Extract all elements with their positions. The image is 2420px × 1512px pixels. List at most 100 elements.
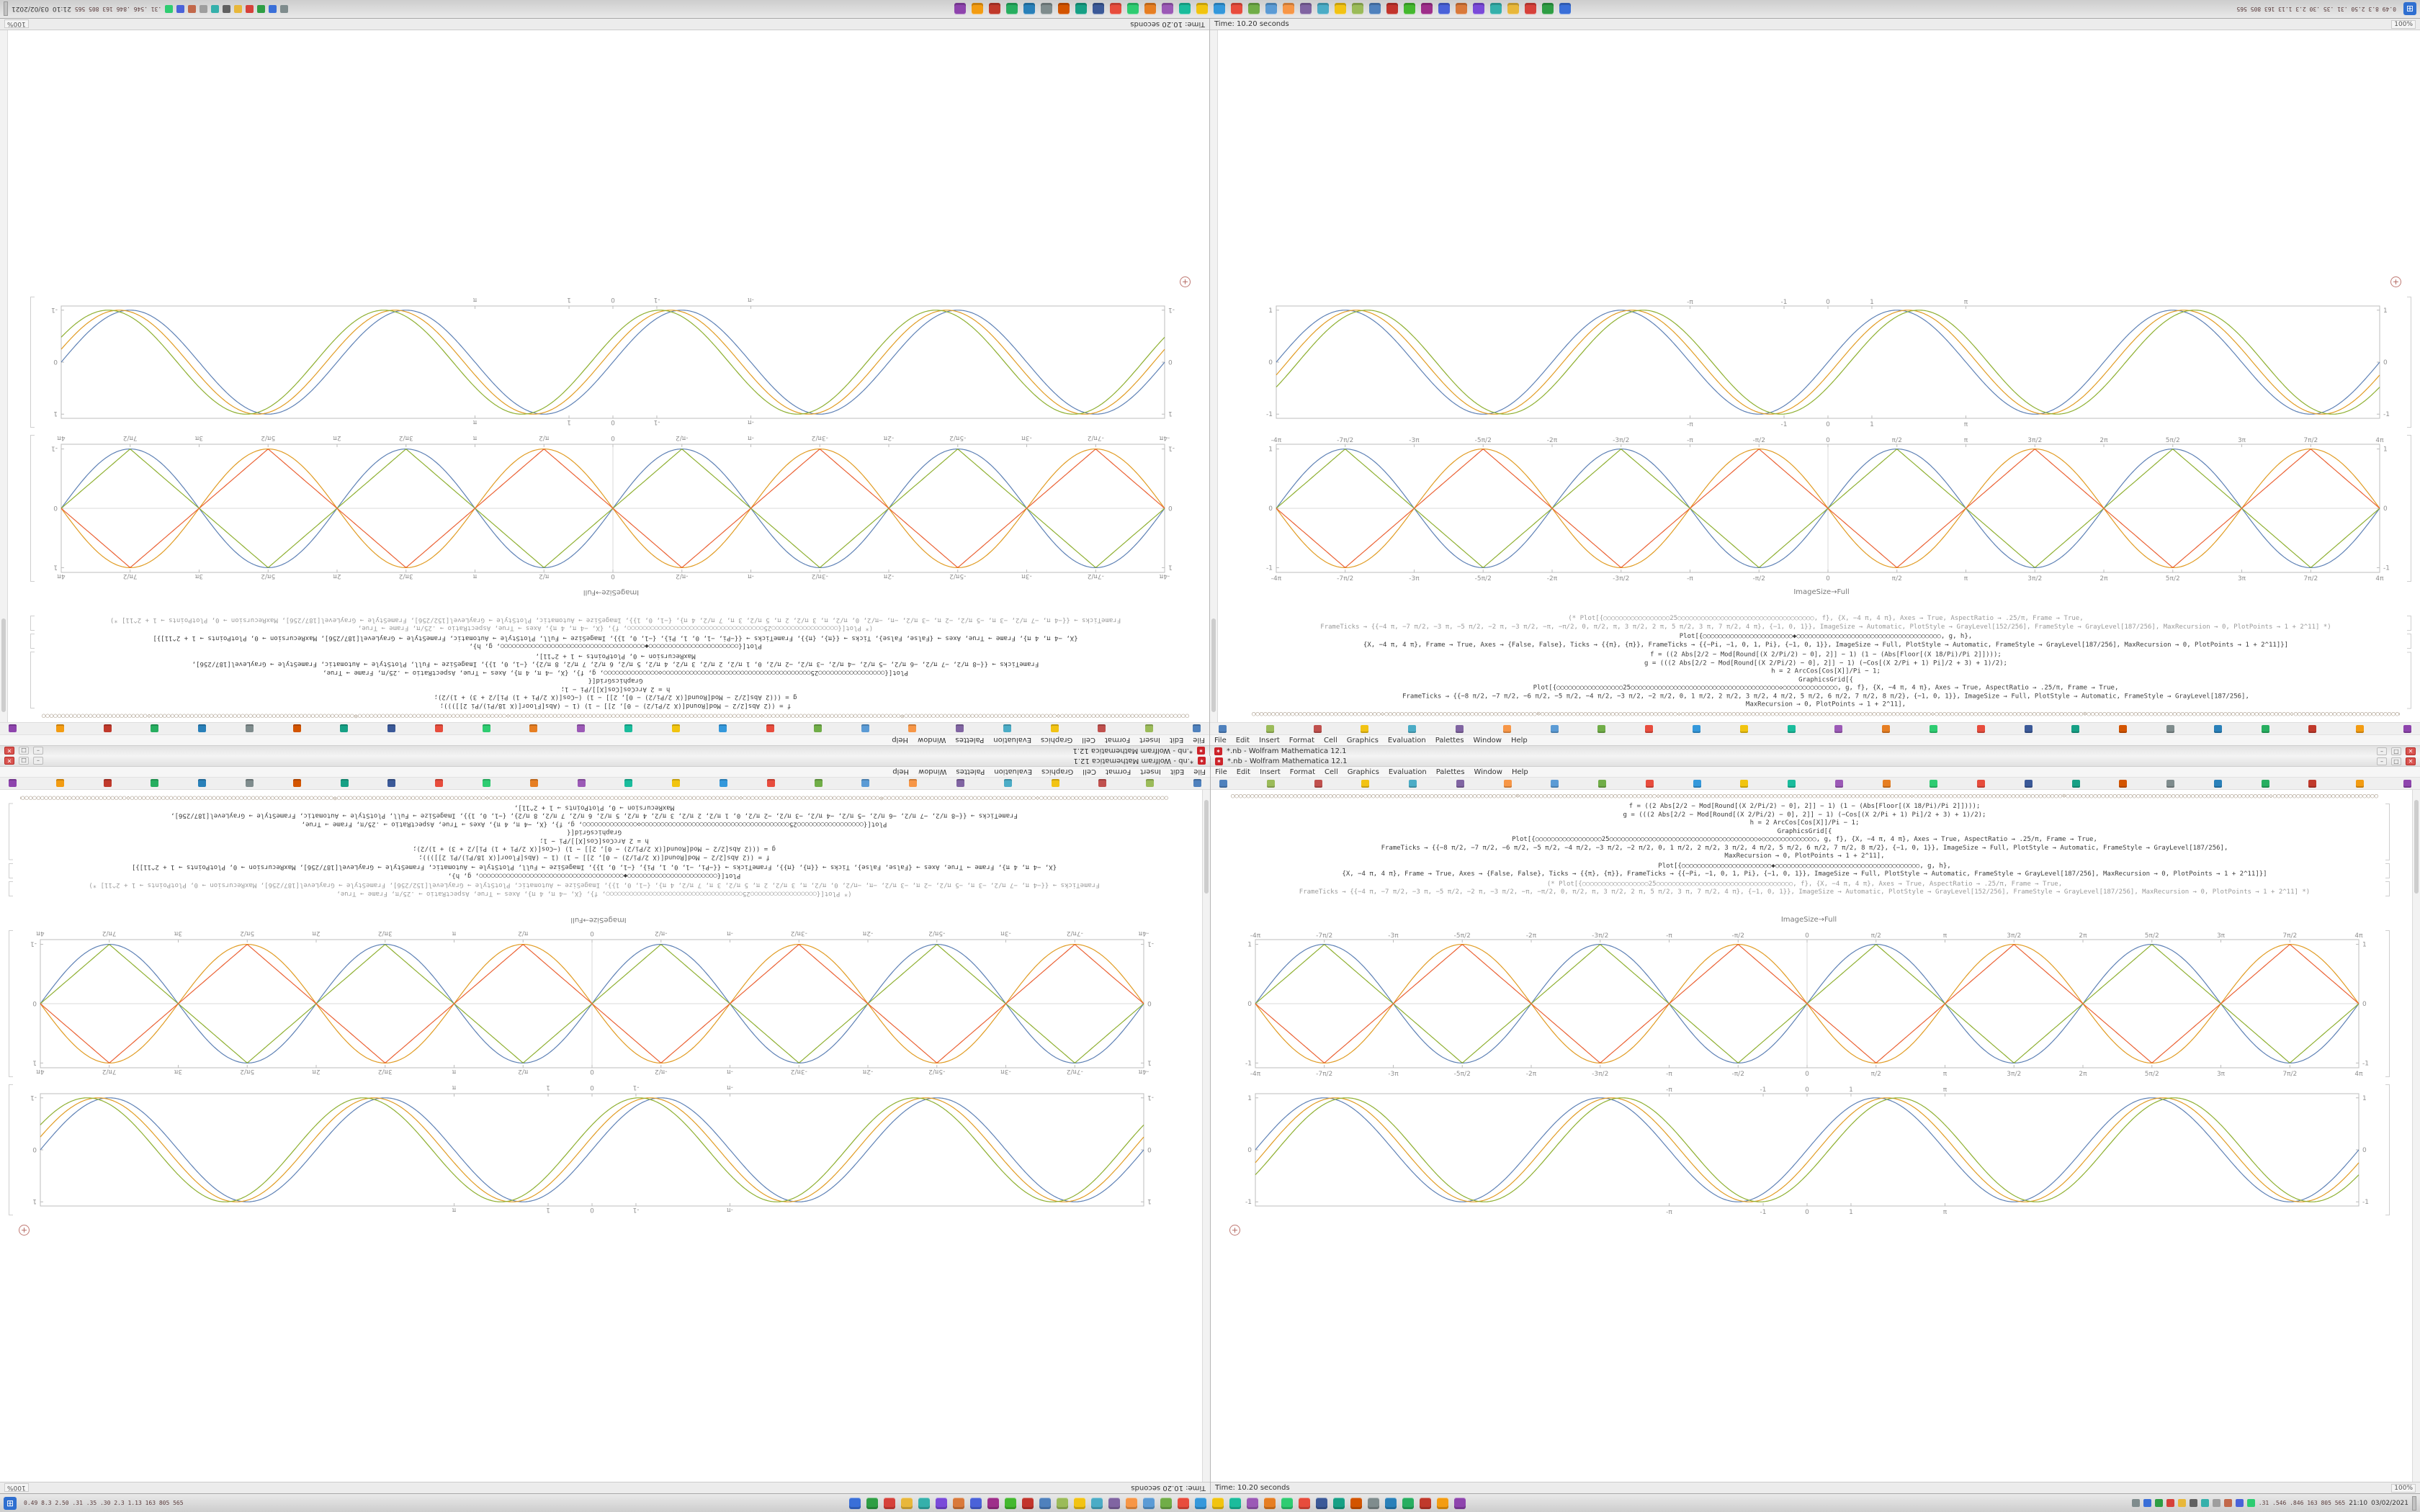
taskbar-app-icon[interactable] bbox=[954, 3, 966, 15]
menu-item[interactable]: Insert bbox=[1139, 736, 1160, 744]
toolbar-icon[interactable] bbox=[2024, 724, 2033, 733]
taskbar-app-icon[interactable] bbox=[1368, 1497, 1380, 1509]
menu-item[interactable]: Window bbox=[1473, 736, 1502, 744]
taskbar-app-icon[interactable] bbox=[1196, 3, 1208, 15]
toolbar-icon[interactable] bbox=[1930, 779, 1938, 788]
tray-icon[interactable] bbox=[188, 5, 197, 13]
toolbar-icon[interactable] bbox=[246, 779, 254, 788]
toolbar-icon[interactable] bbox=[292, 779, 301, 788]
maximize-button[interactable]: □ bbox=[19, 747, 29, 755]
taskbar-app-icon[interactable] bbox=[1005, 1497, 1017, 1509]
toolbar-icon[interactable] bbox=[1740, 779, 1749, 788]
taskbar-app-icon[interactable] bbox=[987, 1497, 1000, 1509]
menu-item[interactable]: File bbox=[1193, 768, 1206, 776]
toolbar-icon[interactable] bbox=[956, 724, 964, 733]
taskbar-app-icon[interactable] bbox=[1264, 1497, 1276, 1509]
toolbar-icon[interactable] bbox=[2261, 779, 2269, 788]
toolbar-icon[interactable] bbox=[1788, 779, 1796, 788]
toolbar-icon[interactable] bbox=[1408, 724, 1417, 733]
menu-item[interactable]: Graphics bbox=[1346, 736, 1379, 744]
plot-cell-dense[interactable]: -4π -4π -7π/2 -7π/2 -3π -3π -5π/2 -5π/2 -2π -2π -3… bbox=[1252, 435, 2400, 583]
menu-item[interactable]: Window bbox=[1474, 768, 1502, 776]
taskbar-app-icon[interactable] bbox=[849, 1497, 861, 1509]
taskbar-app-icon[interactable] bbox=[1213, 3, 1225, 15]
vertical-scrollbar[interactable] bbox=[0, 30, 8, 722]
menu-item[interactable]: Evaluation bbox=[994, 768, 1033, 776]
taskbar-app-icon[interactable] bbox=[1178, 3, 1191, 15]
zoom-level[interactable]: 100% bbox=[2391, 1483, 2416, 1493]
toolbar-icon[interactable] bbox=[2024, 779, 2033, 788]
notebook-cell-code-2[interactable]: Plot[{○○○○○○○○○○○○○○○○○○○○○○○◆○○○○○○○○○○… bbox=[1231, 863, 2390, 879]
menu-item[interactable]: Format bbox=[1104, 736, 1131, 744]
notebook-cell-code-2[interactable]: Plot[{○○○○○○○○○○○○○○○○○○○○○○○◆○○○○○○○○○○… bbox=[20, 863, 1168, 879]
toolbar-icon[interactable] bbox=[909, 779, 918, 788]
plot-cell-smooth[interactable]: -π -π -1 -1 0 0 1 1 π π -1 -1 0 0 1 1 bbox=[1252, 297, 2400, 429]
toolbar-icon[interactable] bbox=[2166, 724, 2174, 733]
menu-item[interactable]: Edit bbox=[1235, 736, 1250, 744]
toolbar-icon[interactable] bbox=[1003, 724, 1011, 733]
tray-icon[interactable] bbox=[211, 5, 220, 13]
insert-cell-button[interactable]: + bbox=[1229, 1224, 1240, 1236]
toolbar-icon[interactable] bbox=[483, 779, 491, 788]
toolbar-icon[interactable] bbox=[2403, 779, 2411, 788]
toolbar-icon[interactable] bbox=[1051, 779, 1059, 788]
toolbar-icon[interactable] bbox=[529, 779, 538, 788]
plot-cell-dense[interactable]: -4π -4π -7π/2 -7π/2 -3π -3π -5π/2 -5π/2 -2π -2π -3… bbox=[20, 930, 1168, 1078]
taskbar-app-icon[interactable] bbox=[1402, 1497, 1415, 1509]
toolbar-icon[interactable] bbox=[1598, 779, 1606, 788]
taskbar-app-icon[interactable] bbox=[1420, 1497, 1432, 1509]
taskbar-app-icon[interactable] bbox=[1454, 1497, 1466, 1509]
toolbar-icon[interactable] bbox=[672, 779, 681, 788]
taskbar-app-icon[interactable] bbox=[918, 1497, 931, 1509]
tray-icon[interactable] bbox=[257, 5, 266, 13]
toolbar-icon[interactable] bbox=[1976, 724, 1985, 733]
tray-icon[interactable] bbox=[2154, 1499, 2163, 1507]
close-button[interactable]: ✕ bbox=[4, 757, 14, 765]
taskbar-app-icon[interactable] bbox=[1299, 3, 1312, 15]
toolbar-icon[interactable] bbox=[2119, 724, 2128, 733]
toolbar-icon[interactable] bbox=[151, 724, 159, 733]
taskbar-app-icon[interactable] bbox=[1437, 1497, 1449, 1509]
toolbar-icon[interactable] bbox=[387, 724, 396, 733]
vertical-scrollbar[interactable] bbox=[1202, 790, 1210, 1482]
menu-item[interactable]: Insert bbox=[1140, 768, 1161, 776]
vertical-scrollbar[interactable] bbox=[2412, 790, 2420, 1482]
taskbar-app-icon[interactable] bbox=[1178, 1497, 1190, 1509]
taskbar-app-icon[interactable] bbox=[1524, 3, 1536, 15]
zoom-level[interactable]: 100% bbox=[4, 1483, 29, 1493]
minimize-button[interactable]: – bbox=[2377, 757, 2387, 765]
window-titlebar[interactable]: ✶ *.nb - Wolfram Mathematica 12.1 – □ ✕ bbox=[1210, 745, 2420, 756]
tray-icon[interactable] bbox=[2166, 1499, 2174, 1507]
taskbar-app-icon[interactable] bbox=[1005, 3, 1018, 15]
toolbar-icon[interactable] bbox=[1645, 779, 1654, 788]
close-button[interactable]: ✕ bbox=[2406, 747, 2416, 755]
plot-cell-dense[interactable]: -4π -4π -7π/2 -7π/2 -3π -3π -5π/2 -5π/2 -2π -2π -3… bbox=[1231, 930, 2390, 1078]
taskbar-app-icon[interactable] bbox=[970, 1497, 982, 1509]
menu-item[interactable]: Graphics bbox=[1041, 768, 1074, 776]
notebook-content[interactable]: ○○○○○○○○○○○○○○○○○○○○○○○○○○○○○○○○○◇○○○○○○… bbox=[1210, 30, 2420, 722]
scrollbar-thumb[interactable] bbox=[2414, 800, 2419, 894]
toolbar-icon[interactable] bbox=[1550, 724, 1559, 733]
taskbar-app-icon[interactable] bbox=[1057, 1497, 1069, 1509]
menu-item[interactable]: File bbox=[1193, 736, 1205, 744]
menu-item[interactable]: Graphics bbox=[1041, 736, 1073, 744]
tray-icon[interactable] bbox=[223, 5, 231, 13]
tray-icon[interactable] bbox=[2143, 1499, 2151, 1507]
taskbar-app-icon[interactable] bbox=[1541, 3, 1554, 15]
toolbar-icon[interactable] bbox=[1977, 779, 1985, 788]
toolbar-icon[interactable] bbox=[435, 724, 443, 733]
toolbar-icon[interactable] bbox=[1645, 724, 1654, 733]
taskbar-app-icon[interactable] bbox=[1160, 1497, 1173, 1509]
tray-icon[interactable] bbox=[176, 5, 185, 13]
toolbar-icon[interactable] bbox=[9, 724, 17, 733]
taskbar-app-icon[interactable] bbox=[1126, 1497, 1138, 1509]
taskbar-app-icon[interactable] bbox=[901, 1497, 913, 1509]
tray-icon[interactable] bbox=[280, 5, 289, 13]
menu-item[interactable]: File bbox=[1214, 736, 1227, 744]
notebook-cell-comment[interactable]: (* Plot[{○○○○○○○○○○○○○○○○○25○○○○○○○○○○○○… bbox=[1252, 616, 2400, 632]
tray-icon[interactable] bbox=[2212, 1499, 2220, 1507]
minimize-button[interactable]: – bbox=[2377, 747, 2387, 755]
taskbar-app-icon[interactable] bbox=[1230, 3, 1242, 15]
close-button[interactable]: ✕ bbox=[4, 747, 14, 755]
menu-item[interactable]: File bbox=[1215, 768, 1227, 776]
